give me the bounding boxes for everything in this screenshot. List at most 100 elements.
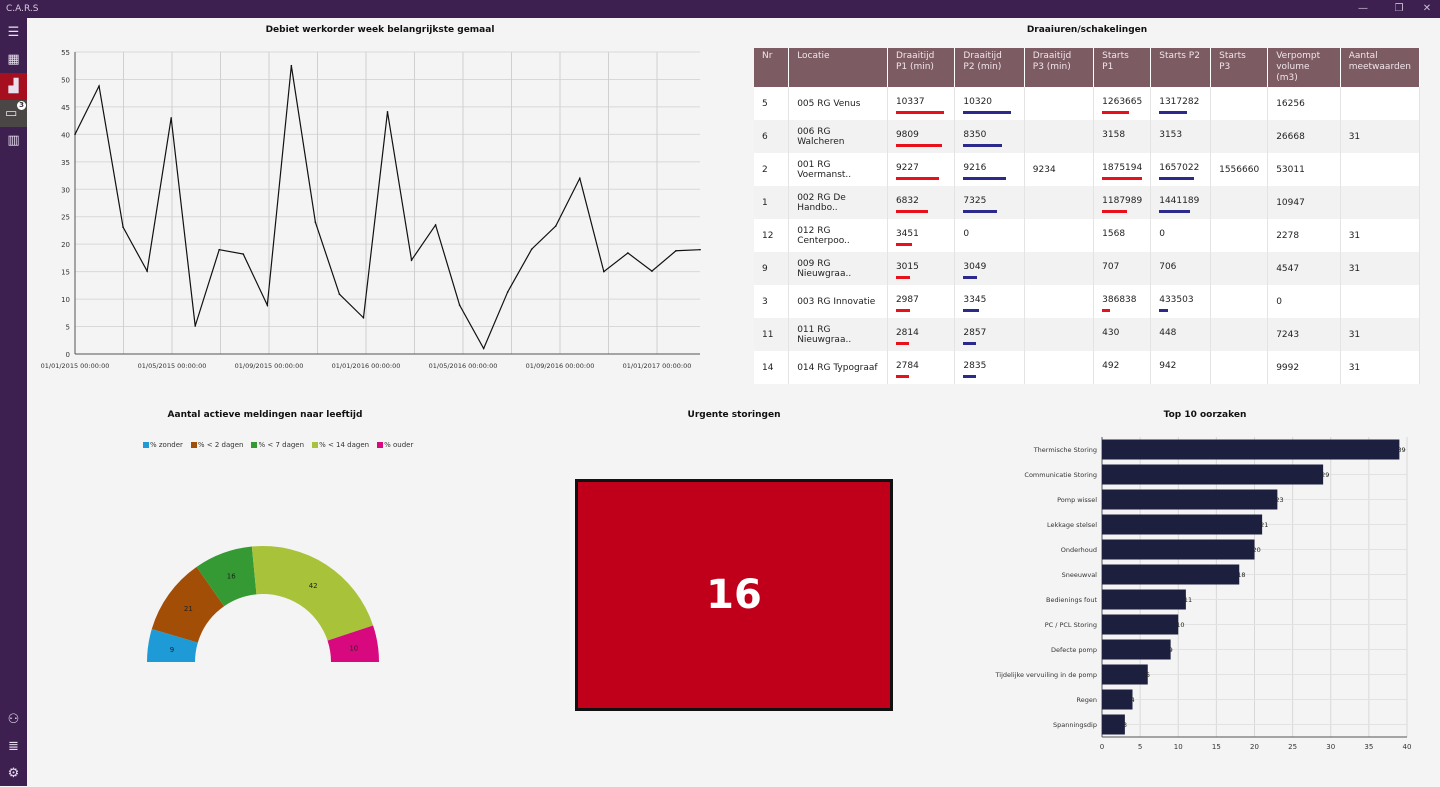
list-icon[interactable]: ≣ (8, 739, 19, 754)
table-cell: 8350 (954, 120, 1025, 153)
table-row[interactable]: 1 002 RG De Handbo.. 6832 7325 1187989 144118… (754, 186, 1421, 219)
table-cell: 009 RG Nieuwgraa.. (788, 252, 888, 285)
data-point (386, 111, 389, 113)
table-cell: 707 (1093, 252, 1152, 285)
cell-value: 3 (762, 296, 768, 307)
table-row[interactable]: 5 005 RG Venus 10337 10320 1263665 1317282 162… (754, 87, 1421, 120)
value-bar (963, 210, 998, 213)
hamburger-menu-icon[interactable]: ☰ (7, 25, 20, 40)
cell-value: 002 RG De Handbo.. (797, 192, 846, 213)
table-row[interactable]: 9 009 RG Nieuwgraa.. 3015 3049 707 706 4547 31 (754, 252, 1421, 285)
legend-item[interactable]: % ouder (377, 441, 413, 449)
cell-value: 492 (1102, 360, 1120, 371)
bar-value-label: 39 (1397, 446, 1405, 454)
cell-value: 706 (1159, 261, 1177, 272)
cell-value: 448 (1159, 327, 1177, 338)
x-tick-label: 01/05/2016 00:00:00 (429, 362, 498, 370)
column-header[interactable]: Starts P3 (1210, 48, 1269, 87)
table-row[interactable]: 6 006 RG Walcheren 9809 8350 3158 3153 26668 31 (754, 120, 1421, 153)
category-label: Communicatie Storing (1024, 471, 1097, 479)
legend-item[interactable]: % < 14 dagen (312, 441, 369, 449)
column-header[interactable]: Starts P1 (1093, 48, 1152, 87)
table-cell: 1 (754, 186, 790, 219)
minimize-button[interactable]: — (1358, 3, 1368, 14)
cell-value: 2814 (895, 327, 919, 338)
table-cell: 2784 (887, 351, 956, 384)
bar (1102, 539, 1255, 560)
table-cell: 9992 (1267, 351, 1341, 384)
legend-item[interactable]: % < 7 dagen (251, 441, 304, 449)
settings-icon[interactable]: ⚙ (7, 766, 20, 781)
table-cell: 430 (1093, 318, 1152, 351)
cell-value: 9992 (1276, 362, 1300, 373)
legend-item[interactable]: % < 2 dagen (190, 441, 243, 449)
cell-value: 2857 (963, 327, 987, 338)
cell-value: 2835 (963, 360, 987, 371)
cell-value: 6 (762, 131, 768, 142)
column-header[interactable]: Nr (754, 48, 790, 87)
urgent-title: Urgente storingen (687, 410, 781, 420)
library-icon[interactable]: ▥ (7, 133, 20, 148)
data-point (122, 226, 124, 228)
table-cell: 3158 (1093, 120, 1152, 153)
value-bar (963, 177, 1007, 180)
urgent-count-tile[interactable]: 16 (575, 479, 893, 711)
table-row[interactable]: 11 011 RG Nieuwgraa.. 2814 2857 430 448 7243 31 (754, 318, 1421, 351)
table-cell (1024, 186, 1095, 219)
signal-chart-icon[interactable]: ▟ (0, 73, 27, 100)
table-cell: 9 (754, 252, 790, 285)
slice-label: 42 (309, 582, 318, 590)
gauge-slice (327, 625, 379, 662)
table-row[interactable]: 2 001 RG Voermanst.. 9227 9216 9234 1875194 16… (754, 153, 1421, 186)
table-cell: 7243 (1267, 318, 1341, 351)
table-row[interactable]: 14 014 RG Typograaf 2784 2835 492 942 9992 31 (754, 351, 1421, 384)
value-bar (895, 177, 939, 180)
legend-item[interactable]: % zonder (143, 441, 183, 449)
cell-value: 2278 (1276, 230, 1300, 241)
line-chart-title: Debiet werkorder week belangrijkste gema… (265, 25, 495, 35)
messages-icon[interactable]: ▭ 3 (0, 100, 27, 127)
y-tick-label: 5 (66, 324, 70, 332)
cell-value: 1317282 (1159, 96, 1200, 107)
cell-value: 9216 (963, 162, 987, 173)
bar-chart-title: Top 10 oorzaken (1163, 410, 1247, 420)
slice-label: 10 (349, 644, 358, 652)
cell-value: 14 (762, 362, 774, 373)
legend-swatch (377, 442, 384, 448)
table-row[interactable]: 3 003 RG Innovatie 2987 3345 386838 433503 0 (754, 285, 1421, 318)
cell-value: 5 (762, 98, 768, 109)
column-header[interactable]: Locatie (788, 48, 888, 87)
cell-value: 3015 (895, 261, 919, 272)
column-header[interactable]: Aantal meetwaarden (1340, 48, 1421, 87)
bar-value-label: 9 (1169, 646, 1173, 654)
close-button[interactable]: ✕ (1422, 3, 1432, 14)
cell-value: 003 RG Innovatie (797, 296, 876, 307)
value-bar (1102, 177, 1143, 180)
table-row[interactable]: 12 012 RG Centerpoo.. 3451 0 1568 0 2278 31 (754, 219, 1421, 252)
column-header[interactable]: Starts P2 (1150, 48, 1212, 87)
value-bar (895, 342, 909, 345)
cell-value: 2 (762, 164, 768, 175)
cell-value: 3158 (1102, 129, 1126, 140)
column-header[interactable]: Verpompt volume (m3) (1267, 48, 1341, 87)
value-bar (963, 111, 1012, 114)
column-header[interactable]: Draaitijd P1 (min) (887, 48, 956, 87)
grid-icon[interactable]: ▦ (7, 52, 20, 67)
column-header[interactable]: Draaitijd P3 (min) (1024, 48, 1095, 87)
gauge-slice (251, 546, 374, 641)
cell-value: 7325 (963, 195, 987, 206)
table-cell: 31 (1340, 318, 1421, 351)
cell-value: 012 RG Centerpoo.. (797, 225, 850, 246)
maximize-button[interactable]: ❐ (1394, 3, 1404, 14)
table-cell: 31 (1340, 252, 1421, 285)
table-title: Draaiuren/schakelingen (1026, 25, 1148, 35)
legend-label: % zonder (150, 441, 183, 449)
cell-value: 1 (762, 197, 768, 208)
data-point (627, 252, 629, 254)
bar-value-label: 4 (1131, 696, 1135, 704)
cell-value: 16256 (1276, 98, 1305, 109)
bar-value-label: 29 (1321, 471, 1329, 479)
column-header[interactable]: Draaitijd P2 (min) (954, 48, 1025, 87)
user-icon[interactable]: ⚇ (7, 712, 20, 727)
table-cell: 9809 (887, 120, 956, 153)
